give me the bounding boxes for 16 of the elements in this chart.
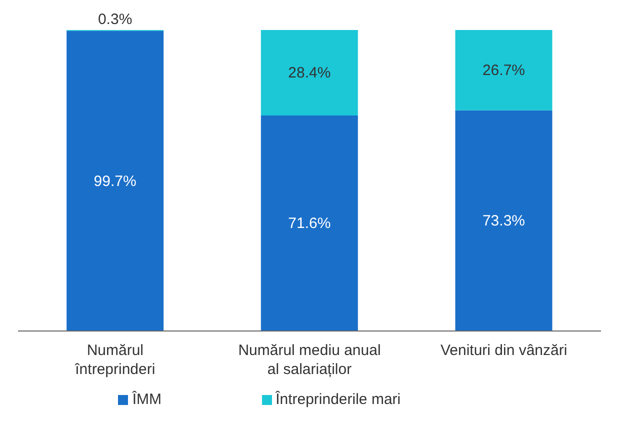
legend-label: Întreprinderile mari	[276, 391, 401, 408]
data-label: 0.3%	[98, 11, 132, 28]
bar	[455, 30, 552, 110]
x-tick-label: Numărul mediu anual al salariaților	[238, 342, 381, 378]
bar	[66, 30, 164, 331]
x-tick-label: Numărul întreprinderi	[74, 342, 156, 378]
bar	[260, 30, 358, 116]
data-label: 71.6%	[288, 215, 331, 232]
legend-label: ÎMM	[132, 391, 162, 408]
bar	[455, 110, 552, 331]
data-label: 99.7%	[94, 172, 136, 190]
x-tick-label: Venituri din vânzări	[440, 342, 568, 359]
data-label: 28.4%	[288, 64, 331, 82]
bar	[260, 115, 358, 331]
data-label: 26.7%	[482, 62, 526, 80]
data-label: 73.3%	[482, 212, 526, 230]
